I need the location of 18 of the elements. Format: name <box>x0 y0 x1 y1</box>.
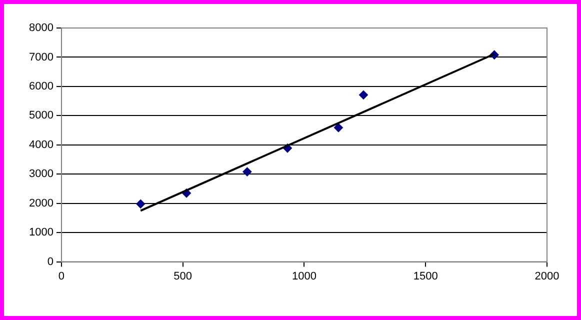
x-tick-label: 1000 <box>292 270 316 282</box>
x-tick-label: 0 <box>58 270 65 282</box>
y-tick-label: 2000 <box>28 197 54 210</box>
point <box>136 199 146 208</box>
point <box>242 167 252 176</box>
y-tick-label: 4000 <box>28 138 54 151</box>
y-tick-label: 3000 <box>28 168 54 180</box>
y-tick-label: 0 <box>47 256 54 268</box>
y-tick-label: 1000 <box>28 226 54 239</box>
x-tick-label: 2000 <box>534 270 560 282</box>
x-tick-label: 500 <box>174 270 192 282</box>
y-tick-label: 5000 <box>28 110 54 122</box>
point <box>358 90 368 100</box>
y-tick-label: 6000 <box>28 80 54 92</box>
x-tick-label: 1500 <box>413 270 438 282</box>
y-tick-label: 8000 <box>28 22 54 34</box>
y-tick-label: 7000 <box>28 51 54 64</box>
point <box>334 123 343 132</box>
